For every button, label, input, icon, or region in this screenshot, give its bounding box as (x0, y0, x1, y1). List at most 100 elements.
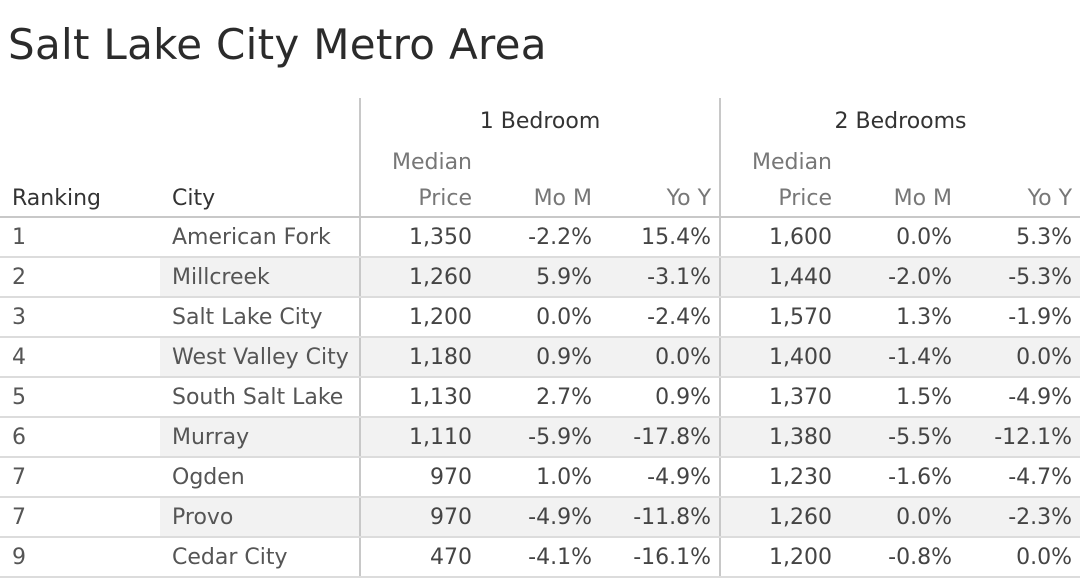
cell-rank: 2 (0, 257, 160, 298)
cell-1br-mom: 0.0% (480, 297, 600, 338)
cell-rank: 5 (0, 377, 160, 418)
cell-rank: 9 (0, 537, 160, 578)
header-blank (160, 98, 360, 144)
cell-1br-yoy: 0.0% (600, 337, 721, 378)
header-blank (0, 98, 160, 144)
cell-2br-yoy: -1.9% (960, 297, 1081, 338)
header-blank (960, 144, 1080, 180)
cell-2br-price: 1,230 (719, 457, 841, 498)
group-header-2-bedrooms: 2 Bedrooms (719, 98, 1081, 144)
cell-2br-price: 1,600 (719, 217, 841, 258)
cell-1br-price: 1,260 (359, 257, 480, 298)
col-header-mom: Mo M (480, 180, 600, 218)
table-row: 7 Provo 970 -4.9% -11.8% 1,260 0.0% -2.3% (0, 497, 1081, 538)
cell-rank: 4 (0, 337, 160, 378)
cell-2br-yoy: -2.3% (960, 497, 1081, 538)
cell-1br-yoy: -11.8% (600, 497, 721, 538)
cell-rank: 7 (0, 497, 160, 538)
cell-2br-price: 1,200 (719, 537, 841, 578)
col-header-price: Price (359, 180, 480, 218)
cell-rank: 7 (0, 457, 160, 498)
cell-1br-price: 1,180 (359, 337, 480, 378)
cell-1br-price: 1,350 (359, 217, 480, 258)
cell-1br-mom: 0.9% (480, 337, 600, 378)
cell-2br-yoy: 0.0% (960, 537, 1081, 578)
table-row: 2 Millcreek 1,260 5.9% -3.1% 1,440 -2.0% -5.3% (0, 257, 1081, 298)
cell-1br-price: 1,200 (359, 297, 480, 338)
cell-2br-price: 1,440 (719, 257, 841, 298)
header-blank (480, 144, 600, 180)
cell-city: South Salt Lake (160, 377, 360, 418)
cell-2br-mom: 1.5% (840, 377, 961, 418)
group-header-1-bedroom: 1 Bedroom (358, 98, 721, 144)
cell-2br-mom: 0.0% (840, 497, 961, 538)
cell-2br-yoy: -5.3% (960, 257, 1081, 298)
cell-1br-mom: -2.2% (480, 217, 600, 258)
cell-2br-mom: -0.8% (840, 537, 961, 578)
col-header-price: Price (719, 180, 841, 218)
cell-city: Murray (160, 417, 360, 458)
cell-1br-price: 1,130 (359, 377, 480, 418)
cell-2br-yoy: 0.0% (960, 337, 1081, 378)
cell-2br-yoy: -12.1% (960, 417, 1081, 458)
cell-1br-yoy: -3.1% (600, 257, 721, 298)
header-blank (600, 144, 720, 180)
table-body: 1 American Fork 1,350 -2.2% 15.4% 1,600 0.0% 5.… (0, 217, 1081, 578)
cell-2br-mom: -2.0% (840, 257, 961, 298)
cell-1br-mom: 5.9% (480, 257, 600, 298)
cell-1br-mom: 2.7% (480, 377, 600, 418)
cell-rank: 1 (0, 217, 160, 258)
cell-2br-mom: -1.4% (840, 337, 961, 378)
cell-1br-mom: -5.9% (480, 417, 600, 458)
cell-2br-price: 1,400 (719, 337, 841, 378)
cell-city: Salt Lake City (160, 297, 360, 338)
cell-2br-mom: -1.6% (840, 457, 961, 498)
cell-2br-price: 1,260 (719, 497, 841, 538)
cell-1br-yoy: 0.9% (600, 377, 721, 418)
col-header-ranking: Ranking (0, 180, 160, 218)
cell-2br-price: 1,380 (719, 417, 841, 458)
cell-2br-mom: 0.0% (840, 217, 961, 258)
cell-city: Cedar City (160, 537, 360, 578)
cell-rank: 6 (0, 417, 160, 458)
col-header-city: City (160, 180, 360, 218)
cell-1br-yoy: -17.8% (600, 417, 721, 458)
page-title: Salt Lake City Metro Area (8, 20, 547, 69)
cell-2br-price: 1,370 (719, 377, 841, 418)
cell-1br-yoy: -4.9% (600, 457, 721, 498)
cell-city: Ogden (160, 457, 360, 498)
table-row: 6 Murray 1,110 -5.9% -17.8% 1,380 -5.5% -12.1% (0, 417, 1081, 458)
cell-rank: 3 (0, 297, 160, 338)
col-header-yoy: Yo Y (960, 180, 1081, 218)
cell-city: American Fork (160, 217, 360, 258)
cell-city: Millcreek (160, 257, 360, 298)
cell-1br-mom: -4.1% (480, 537, 600, 578)
cell-2br-yoy: -4.7% (960, 457, 1081, 498)
table-row: 9 Cedar City 470 -4.1% -16.1% 1,200 -0.8% 0.0% (0, 537, 1081, 578)
cell-1br-yoy: -16.1% (600, 537, 721, 578)
header-blank (160, 144, 360, 180)
cell-1br-yoy: 15.4% (600, 217, 721, 258)
cell-1br-mom: -4.9% (480, 497, 600, 538)
col-header-yoy: Yo Y (600, 180, 721, 218)
col-header-median-top: Median (359, 144, 480, 180)
cell-1br-yoy: -2.4% (600, 297, 721, 338)
cell-1br-price: 470 (359, 537, 480, 578)
table-row: 3 Salt Lake City 1,200 0.0% -2.4% 1,570 1.3% -1… (0, 297, 1081, 338)
rent-table: 1 Bedroom 2 Bedrooms Median Median Ranki… (0, 98, 1081, 578)
table-row: 1 American Fork 1,350 -2.2% 15.4% 1,600 0.0% 5.… (0, 217, 1081, 258)
cell-2br-yoy: 5.3% (960, 217, 1081, 258)
table-row: 7 Ogden 970 1.0% -4.9% 1,230 -1.6% -4.7% (0, 457, 1081, 498)
cell-1br-price: 970 (359, 497, 480, 538)
table-row: 4 West Valley City 1,180 0.9% 0.0% 1,400 -1.4%… (0, 337, 1081, 378)
cell-city: West Valley City (160, 337, 360, 378)
cell-city: Provo (160, 497, 360, 538)
col-header-median-top: Median (719, 144, 841, 180)
cell-1br-price: 970 (359, 457, 480, 498)
table-row: 5 South Salt Lake 1,130 2.7% 0.9% 1,370 1.5% -4… (0, 377, 1081, 418)
cell-2br-price: 1,570 (719, 297, 841, 338)
cell-2br-yoy: -4.9% (960, 377, 1081, 418)
header-blank (840, 144, 960, 180)
cell-2br-mom: -5.5% (840, 417, 961, 458)
header-blank (0, 144, 160, 180)
